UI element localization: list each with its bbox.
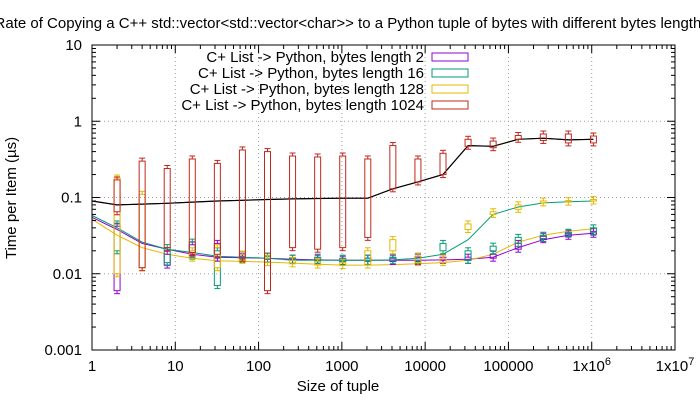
- legend-swatch-0: [431, 52, 469, 62]
- box-mark-3: [389, 145, 397, 190]
- box-mark-3: [289, 155, 297, 249]
- legend-swatch-2: [431, 84, 469, 94]
- x-tick-label: 100: [246, 358, 271, 375]
- x-tick-label: 1: [88, 358, 96, 375]
- box-mark-3: [414, 158, 422, 183]
- box-mark-2: [389, 239, 397, 252]
- box-mark-2: [539, 200, 547, 204]
- box-mark-1: [439, 242, 447, 252]
- box-mark-3: [188, 158, 196, 253]
- x-tick-exponent: 7: [688, 356, 694, 368]
- y-axis-title: Time per Item (µs): [3, 137, 20, 259]
- x-tick-exponent: 6: [605, 356, 611, 368]
- box-mark-3: [339, 155, 347, 249]
- x-tick-label: 1x107: [656, 356, 695, 375]
- box-mark-2: [489, 211, 497, 215]
- median-line: [91, 137, 594, 206]
- box-mark-3: [138, 160, 146, 269]
- box-mark-3: [314, 156, 322, 250]
- x-tick-label: 1000: [325, 358, 358, 375]
- x-tick-label: 100000: [483, 358, 533, 375]
- x-tick-label: 1x106: [572, 356, 611, 375]
- legend-label-3: C+ List -> Python, bytes length 1024: [181, 97, 424, 114]
- legend-swatch-3: [431, 100, 469, 110]
- x-tick-label: 10: [167, 358, 184, 375]
- grid-layer: [92, 45, 675, 350]
- box-mark-3: [238, 149, 246, 259]
- series-line-3: [91, 137, 594, 206]
- legend-swatch-1: [431, 68, 469, 78]
- y-tick-label: 0.1: [61, 190, 82, 207]
- box-mark-1: [539, 234, 547, 239]
- box-mark-3: [113, 179, 121, 213]
- box-mark-1: [389, 256, 397, 261]
- box-mark-3: [264, 151, 272, 292]
- y-tick-label: 10: [65, 37, 82, 54]
- y-tick-label: 0.001: [44, 342, 82, 359]
- x-axis-title: Size of tuple: [297, 378, 380, 395]
- box-mark-1: [489, 245, 497, 252]
- box-mark-2: [589, 199, 597, 202]
- box-mark-3: [539, 133, 547, 141]
- box-mark-2: [464, 223, 472, 231]
- series-layer: [91, 130, 597, 295]
- legend: C+ List -> Python, bytes length 2C+ List…: [181, 49, 469, 114]
- x-tick-label: 10000: [404, 358, 446, 375]
- legend-label-1: C+ List -> Python, bytes length 16: [198, 65, 424, 82]
- legend-label-2: C+ List -> Python, bytes length 128: [190, 81, 424, 98]
- y-tick-label: 1: [74, 113, 82, 130]
- legend-label-0: C+ List -> Python, bytes length 2: [206, 49, 424, 66]
- chart-title: Rate of Copying a C++ std::vector<std::v…: [0, 15, 700, 32]
- y-tick-label: 0.01: [53, 266, 82, 283]
- axis-layer: 1 10 100 1000 10000 100000 1x106 1x107 0.001 0.01…: [44, 37, 694, 375]
- box-mark-3: [163, 168, 171, 249]
- box-mark-3: [564, 133, 572, 144]
- box-mark-2: [138, 193, 146, 269]
